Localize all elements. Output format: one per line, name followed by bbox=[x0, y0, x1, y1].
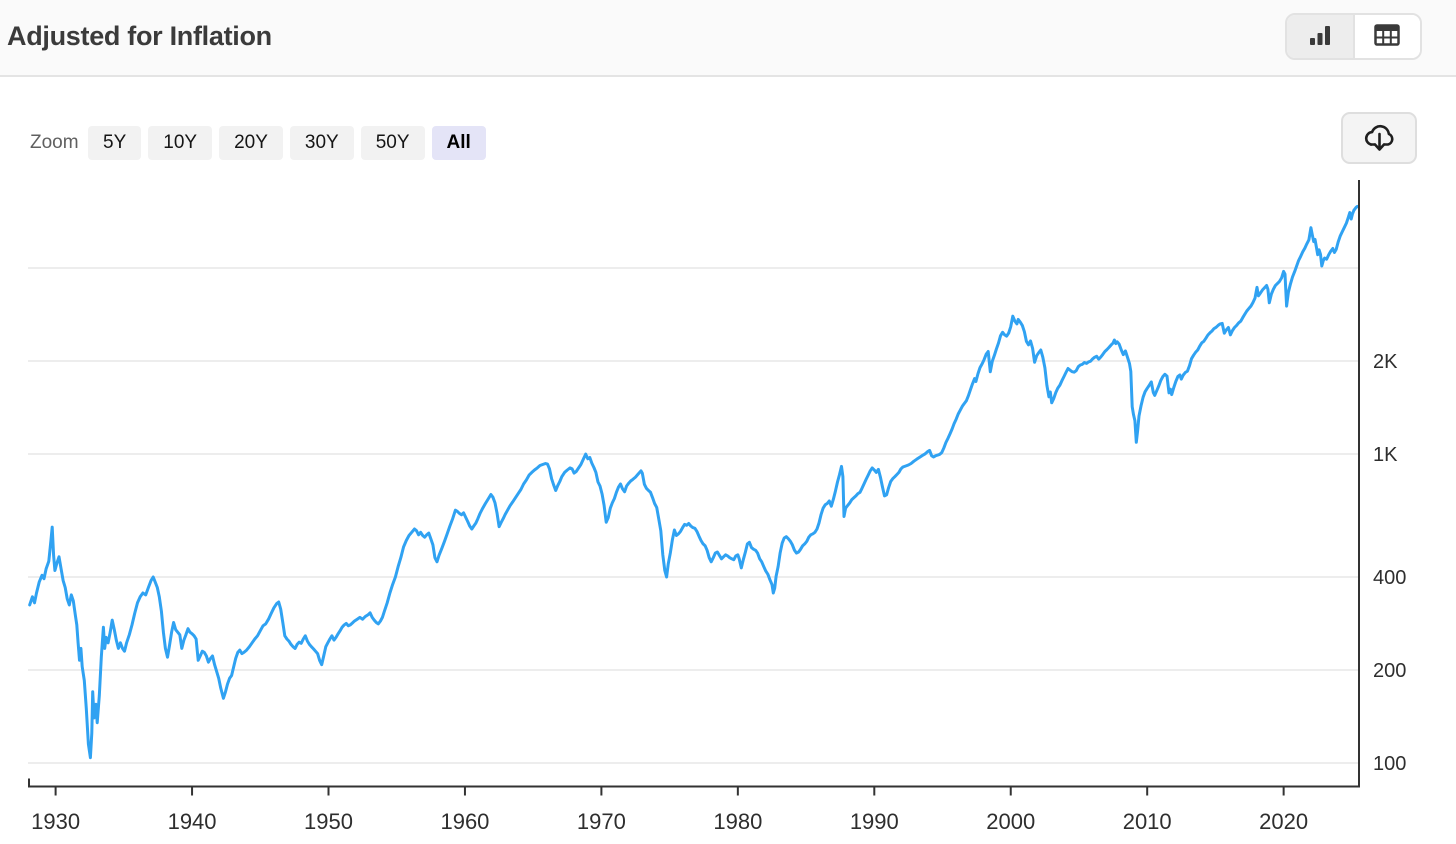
svg-text:100: 100 bbox=[1373, 753, 1406, 775]
svg-text:1950: 1950 bbox=[304, 809, 353, 834]
zoom-button-5y[interactable]: 5Y bbox=[88, 126, 142, 160]
zoom-button-20y[interactable]: 20Y bbox=[219, 126, 283, 160]
zoom-button-30y[interactable]: 30Y bbox=[289, 126, 354, 160]
page-title: Adjusted for Inflation bbox=[7, 21, 272, 51]
download-button[interactable] bbox=[1341, 112, 1417, 164]
view-toggle-group bbox=[1285, 13, 1422, 60]
svg-text:1980: 1980 bbox=[713, 809, 762, 834]
zoom-button-50y[interactable]: 50Y bbox=[360, 126, 425, 160]
zoom-button-all[interactable]: All bbox=[431, 126, 486, 160]
svg-text:400: 400 bbox=[1373, 567, 1406, 589]
zoom-button-10y[interactable]: 10Y bbox=[148, 126, 213, 160]
svg-text:1K: 1K bbox=[1373, 444, 1398, 466]
cloud-download-icon bbox=[1360, 120, 1398, 157]
svg-text:1960: 1960 bbox=[440, 809, 489, 834]
svg-text:1970: 1970 bbox=[577, 809, 626, 834]
svg-text:1940: 1940 bbox=[168, 809, 217, 834]
svg-text:2010: 2010 bbox=[1123, 809, 1172, 834]
bar-chart-icon bbox=[1307, 22, 1333, 51]
svg-text:200: 200 bbox=[1373, 660, 1406, 682]
zoom-label: Zoom bbox=[30, 132, 79, 153]
header: Adjusted for Inflation bbox=[0, 0, 1456, 77]
zoom-range-buttons: 5Y 10Y 20Y 30Y 50Y All bbox=[88, 126, 486, 160]
chart-view-button[interactable] bbox=[1287, 15, 1353, 58]
svg-text:2000: 2000 bbox=[986, 809, 1035, 834]
svg-text:2K: 2K bbox=[1373, 351, 1398, 373]
svg-text:1990: 1990 bbox=[850, 809, 899, 834]
table-view-button[interactable] bbox=[1352, 15, 1420, 58]
table-icon bbox=[1373, 22, 1401, 51]
svg-text:1930: 1930 bbox=[31, 809, 80, 834]
svg-text:2020: 2020 bbox=[1259, 809, 1308, 834]
